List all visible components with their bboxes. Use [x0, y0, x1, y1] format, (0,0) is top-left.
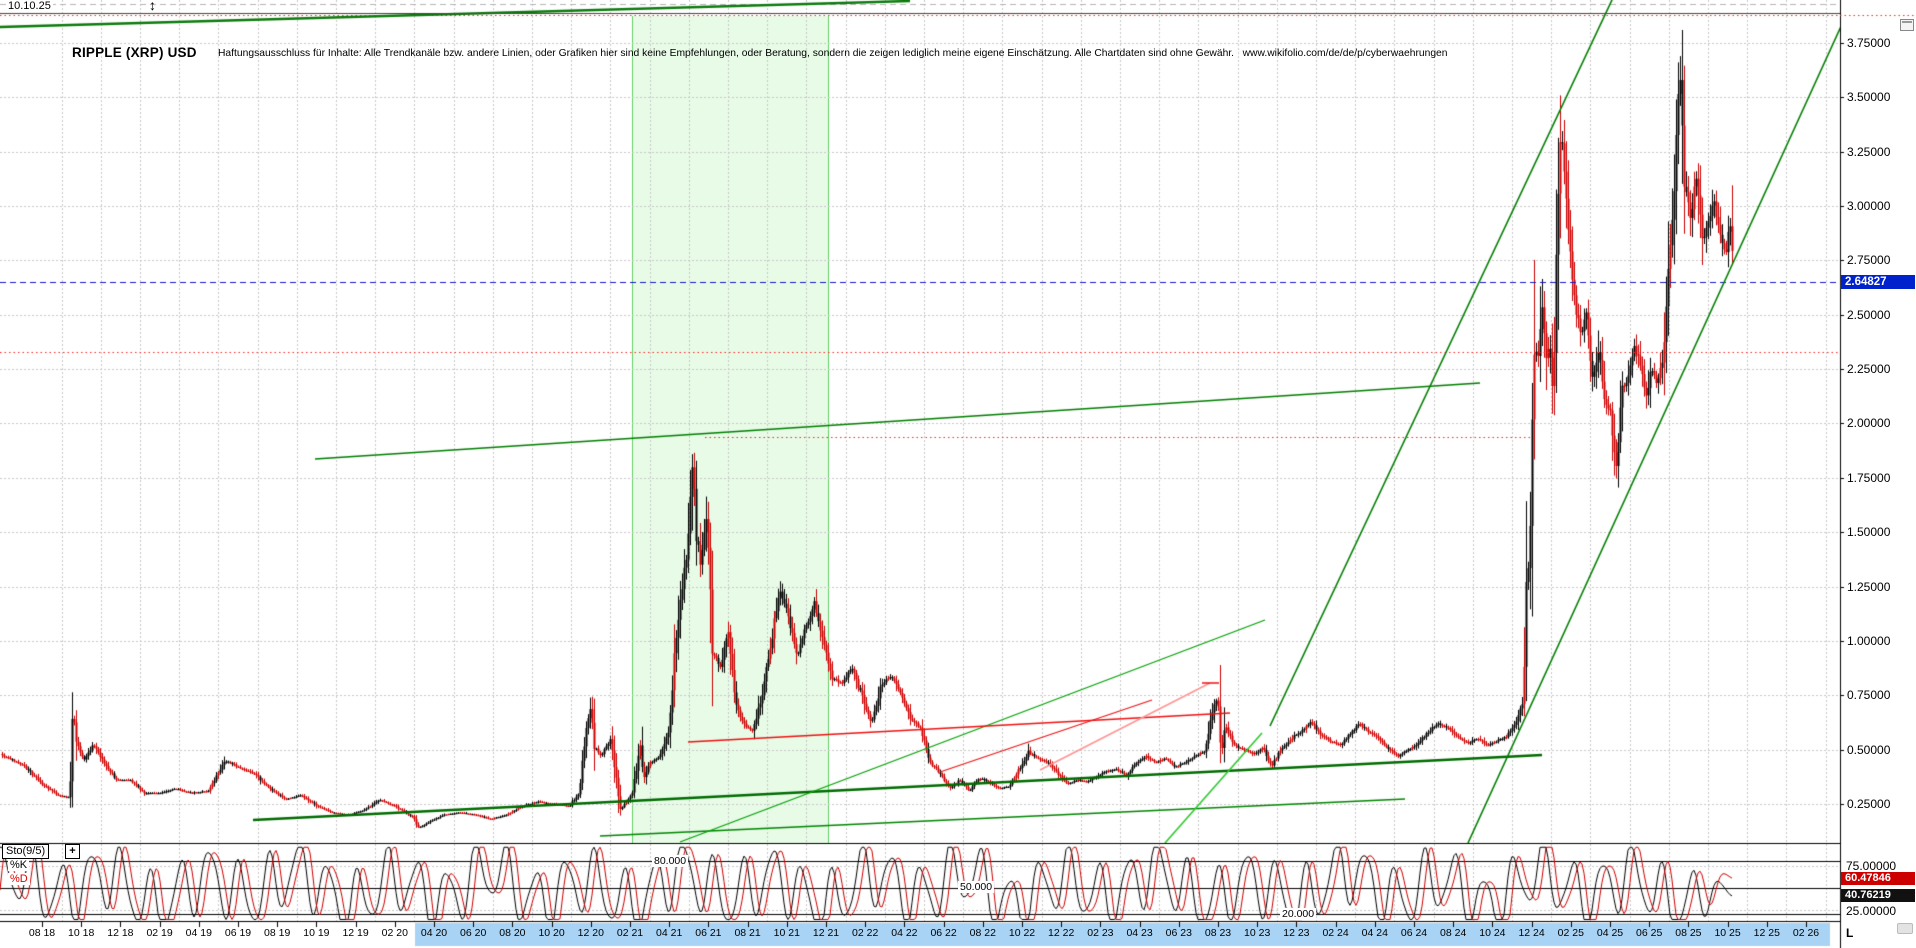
price-axis-label: 0.75000: [1846, 688, 1892, 703]
disclaimer-text: Haftungsausschluss für Inhalte: Alle Tre…: [218, 48, 1448, 59]
date-axis-label: 10 25: [1714, 927, 1741, 939]
date-axis-label: 02 23: [1087, 927, 1114, 939]
scroll-grip[interactable]: [1897, 923, 1913, 934]
price-axis-label: 0.25000: [1846, 796, 1892, 811]
current-price-tag: 2.64827: [1841, 275, 1915, 289]
stoch-level-20-label: 20.000: [1280, 908, 1317, 920]
date-axis-label: 12 25: [1753, 927, 1780, 939]
price-axis-label: 1.25000: [1846, 579, 1892, 594]
date-axis-label: 02 26: [1792, 927, 1820, 939]
chart-title: RIPPLE (XRP) USD: [72, 45, 197, 60]
date-axis-label: 08 25: [1675, 927, 1702, 939]
stoch-scale-25: 25.00000: [1846, 904, 1897, 918]
date-axis-label: 06 22: [930, 927, 957, 939]
stoch-level-80-label: 80.000: [652, 855, 689, 867]
date-axis-label: 12 23: [1283, 927, 1310, 939]
date-axis-label: 12 19: [342, 927, 369, 939]
date-axis-label: 10 23: [1244, 927, 1271, 939]
date-axis-label: 12 21: [812, 927, 840, 939]
date-axis-label: 12 24: [1518, 927, 1545, 939]
date-axis-label: 08 22: [969, 927, 996, 939]
date-axis-label: 08 21: [734, 927, 761, 939]
price-axis-label: 2.25000: [1846, 362, 1892, 377]
date-axis-label: 06 24: [1400, 927, 1428, 939]
date-axis-label: 10 20: [538, 927, 565, 939]
date-axis-label: 04 21: [656, 927, 683, 939]
window-restore-icon[interactable]: [1900, 19, 1914, 31]
date-axis-label: 10 21: [773, 927, 800, 939]
price-axis-label: 2.50000: [1846, 307, 1892, 322]
date-axis-label: 08 18: [28, 927, 56, 939]
stoch-k-value-tag: 40.76219: [1841, 889, 1915, 902]
axis-end-marker: L: [1846, 926, 1854, 940]
crosshair-date-label: 10.10.25: [6, 0, 53, 12]
date-axis-label: 08 19: [264, 927, 291, 939]
date-axis-label: 04 23: [1126, 927, 1153, 939]
date-axis-label: 04 20: [420, 927, 448, 939]
price-axis-label: 1.00000: [1846, 633, 1892, 648]
date-axis-label: 04 22: [891, 927, 918, 939]
price-axis-label: 0.50000: [1846, 742, 1892, 757]
date-axis-label: 02 21: [616, 927, 644, 939]
price-axis-label: 1.50000: [1846, 525, 1892, 540]
date-axis-label: 10 18: [68, 927, 95, 939]
date-axis-label: 10 22: [1008, 927, 1036, 939]
date-axis-label: 08 20: [499, 927, 526, 939]
date-axis-label: 02 25: [1557, 927, 1584, 939]
price-axis-label: 3.00000: [1846, 199, 1892, 214]
date-axis-label: 08 24: [1440, 927, 1467, 939]
price-axis-label: 2.75000: [1846, 253, 1892, 268]
updown-arrow-icon: ↕: [149, 0, 156, 13]
date-axis-label: 08 23: [1204, 927, 1232, 939]
date-axis-label: 06 19: [224, 927, 252, 939]
date-axis-label: 06 25: [1636, 927, 1663, 939]
price-axis-label: 3.75000: [1846, 36, 1892, 50]
date-axis-label: 06 21: [695, 927, 722, 939]
date-axis-label: 04 19: [185, 927, 212, 939]
date-axis-label: 02 19: [146, 927, 173, 939]
stoch-scale-75: 75.00000: [1846, 859, 1897, 873]
date-axis-label: 12 20: [577, 927, 604, 939]
date-axis-label: 02 20: [381, 927, 408, 939]
stoch-d-value-tag: 60.47846: [1841, 872, 1915, 885]
date-axis-label: 02 24: [1322, 927, 1349, 939]
indicator-name-button[interactable]: Sto(9/5): [2, 844, 50, 859]
date-axis-label: 12 22: [1048, 927, 1075, 939]
stoch-k-label: %K: [8, 859, 30, 871]
date-axis-label: 06 23: [1165, 927, 1192, 939]
price-axis-label: 3.50000: [1846, 90, 1892, 105]
price-axis-label: 1.75000: [1846, 470, 1892, 485]
stoch-level-50-label: 50.000: [958, 881, 995, 893]
date-axis-label: 10 19: [303, 927, 330, 939]
date-axis-label: 04 24: [1361, 927, 1388, 939]
indicator-expand-icon[interactable]: +: [65, 844, 80, 859]
stoch-d-label: %D: [8, 873, 30, 885]
date-axis-label: 12 18: [107, 927, 134, 939]
date-axis-label: 04 25: [1596, 927, 1624, 939]
date-axis-label: 06 20: [460, 927, 487, 939]
price-axis-label: 2.00000: [1846, 416, 1892, 431]
date-axis-label: 02 22: [852, 927, 879, 939]
price-axis-label: 3.25000: [1846, 144, 1892, 159]
date-axis-label: 10 24: [1479, 927, 1506, 939]
